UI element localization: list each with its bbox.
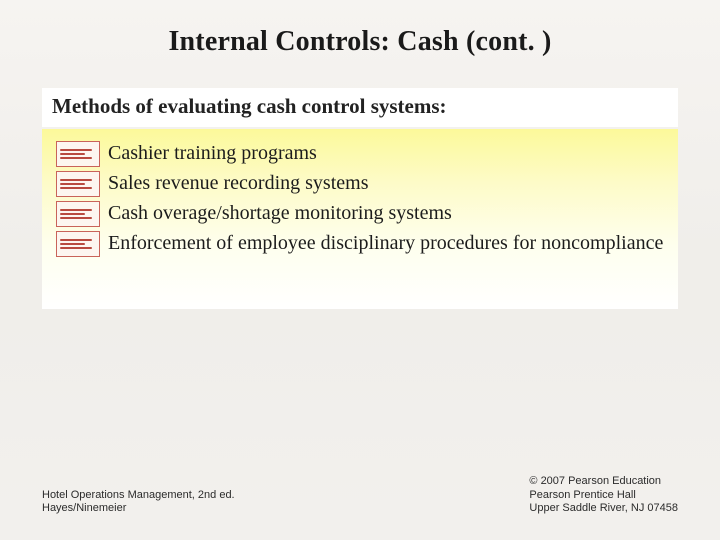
footer-right-line: © 2007 Pearson Education: [529, 475, 678, 489]
slide-title: Internal Controls: Cash (cont. ): [42, 26, 678, 58]
footer-left-line: Hayes/Ninemeier: [42, 502, 235, 516]
slide-container: Internal Controls: Cash (cont. ) Methods…: [0, 0, 720, 540]
missing-image-icon: [56, 171, 100, 197]
bullet-text: Cash overage/shortage monitoring systems: [108, 199, 452, 226]
bullet-text: Enforcement of employee disciplinary pro…: [108, 229, 663, 256]
missing-image-icon: [56, 141, 100, 167]
footer: Hotel Operations Management, 2nd ed. Hay…: [42, 475, 678, 516]
bullet-row: Cashier training programs: [56, 139, 664, 167]
footer-right-line: Pearson Prentice Hall: [529, 489, 678, 503]
footer-left-line: Hotel Operations Management, 2nd ed.: [42, 489, 235, 503]
subtitle-text: Methods of evaluating cash control syste…: [52, 94, 447, 118]
bullet-text: Cashier training programs: [108, 139, 317, 166]
content-box: Cashier training programs Sales revenue …: [42, 129, 678, 309]
missing-image-icon: [56, 201, 100, 227]
missing-image-icon: [56, 231, 100, 257]
subtitle-box: Methods of evaluating cash control syste…: [42, 88, 678, 127]
footer-right: © 2007 Pearson Education Pearson Prentic…: [529, 475, 678, 516]
bullet-row: Sales revenue recording systems: [56, 169, 664, 197]
bullet-text: Sales revenue recording systems: [108, 169, 368, 196]
footer-left: Hotel Operations Management, 2nd ed. Hay…: [42, 489, 235, 517]
bullet-row: Enforcement of employee disciplinary pro…: [56, 229, 664, 257]
footer-right-line: Upper Saddle River, NJ 07458: [529, 502, 678, 516]
bullet-row: Cash overage/shortage monitoring systems: [56, 199, 664, 227]
